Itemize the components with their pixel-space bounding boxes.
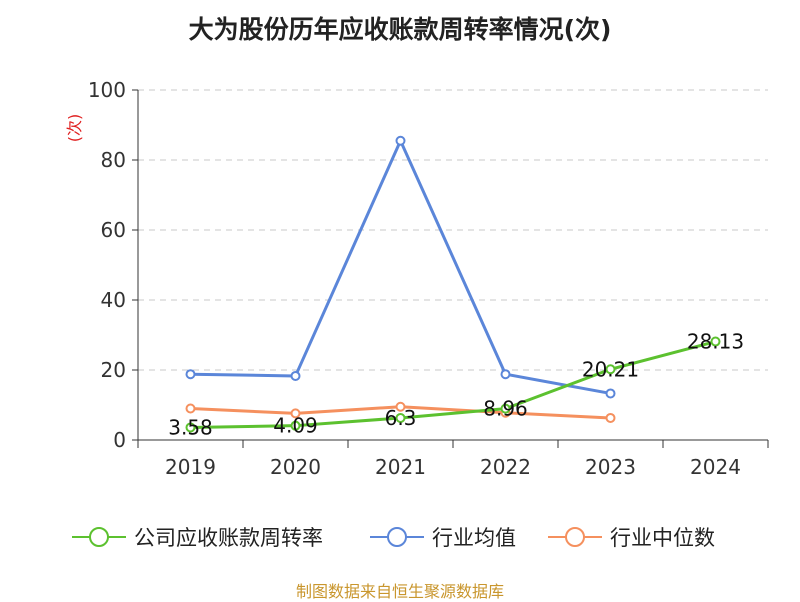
data-label: 6.3 [385, 406, 417, 430]
data-point [185, 422, 196, 433]
data-point [710, 336, 721, 347]
x-tick-label: 2022 [480, 455, 531, 479]
y-tick-label: 60 [101, 218, 126, 242]
data-label: 28.13 [687, 330, 744, 354]
legend-label: 公司应收账款周转率 [134, 526, 323, 550]
data-label: 4.09 [273, 414, 318, 438]
data-point [395, 401, 406, 412]
y-tick-label: 80 [101, 148, 126, 172]
axes: 0 20 40 60 80 100(次) 2019 2020 2021 2022 2023 2024 [65, 78, 769, 479]
legend-marker [89, 527, 109, 547]
data-point [605, 412, 616, 423]
y-tick-label: 40 [101, 288, 126, 312]
data-point [185, 369, 196, 380]
legend-label: 行业均值 [432, 526, 516, 550]
data-label: 3.58 [168, 415, 213, 439]
y-tick-label: 100 [88, 78, 126, 102]
data-point [290, 420, 301, 431]
series-lines [185, 135, 721, 433]
gridlines [138, 89, 768, 371]
legend-label: 行业中位数 [610, 526, 715, 550]
data-point [185, 403, 196, 414]
y-axis-label: (次) [65, 114, 84, 143]
data-point [605, 388, 616, 399]
y-tick-label: 0 [113, 428, 126, 452]
x-tick-label: 2024 [690, 455, 741, 479]
legend-marker [565, 527, 585, 547]
x-tick-label: 2021 [375, 455, 426, 479]
data-labels: 3.58 4.09 6.3 8.96 20.21 28.13 [168, 330, 744, 440]
data-point [500, 369, 511, 380]
data-label: 8.96 [483, 397, 528, 421]
series-line [190, 139, 611, 395]
legend-marker [387, 527, 407, 547]
y-tick-label: 20 [101, 358, 126, 382]
data-point [500, 403, 511, 414]
data-point [395, 135, 406, 146]
data-label: 20.21 [582, 357, 639, 381]
series-line [190, 340, 716, 429]
x-tick-label: 2023 [585, 455, 636, 479]
x-tick-label: 2019 [165, 455, 216, 479]
source-note: 制图数据来自恒生聚源数据库 [295, 582, 504, 601]
data-point [290, 408, 301, 419]
chart-title: 大为股份历年应收账款周转率情况(次) [188, 15, 612, 44]
data-point [395, 412, 406, 423]
data-point [290, 370, 301, 381]
x-tick-label: 2020 [270, 455, 321, 479]
data-point [605, 364, 616, 375]
legend: 公司应收账款周转率 行业均值 行业中位数 [72, 526, 715, 550]
